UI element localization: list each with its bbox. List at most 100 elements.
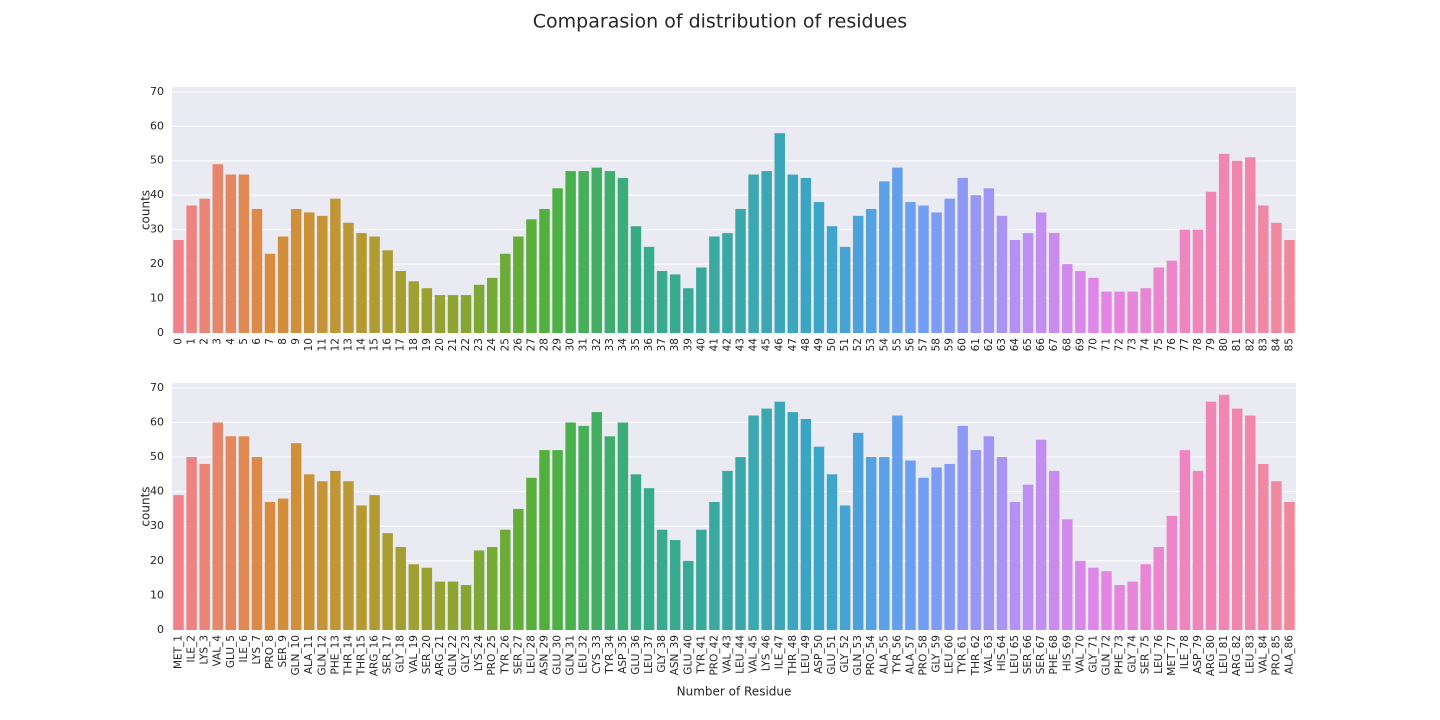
x-tick-label: 7 bbox=[264, 338, 276, 345]
x-tick-label: VAL_84 bbox=[1257, 635, 1269, 673]
bar bbox=[1101, 571, 1112, 630]
x-tick-label: SER_20 bbox=[421, 635, 433, 674]
x-tick-label: ALA_11 bbox=[303, 635, 315, 674]
bar bbox=[330, 198, 341, 333]
x-tick-label: 59 bbox=[944, 338, 956, 351]
x-tick-label: 49 bbox=[813, 338, 825, 351]
x-tick-label: SER_66 bbox=[1022, 635, 1034, 675]
x-tick-label: 38 bbox=[669, 338, 681, 351]
x-tick-label: 66 bbox=[1035, 338, 1047, 352]
bar bbox=[669, 540, 681, 630]
bar bbox=[1179, 450, 1191, 630]
x-tick-label: ASP_50 bbox=[813, 635, 825, 674]
bar bbox=[238, 174, 250, 333]
bar bbox=[526, 219, 537, 333]
bar bbox=[826, 226, 838, 333]
x-tick-label: 55 bbox=[891, 338, 903, 351]
bar bbox=[500, 253, 511, 333]
x-tick-label: 57 bbox=[918, 338, 930, 351]
x-tick-label: 27 bbox=[525, 338, 537, 351]
bar bbox=[343, 481, 354, 630]
x-tick-label: THR_14 bbox=[342, 635, 354, 677]
x-tick-label: 84 bbox=[1270, 338, 1282, 352]
x-tick-label: 25 bbox=[499, 338, 511, 351]
x-tick-label: SER_67 bbox=[1035, 635, 1047, 674]
x-tick-label: LEU_49 bbox=[800, 635, 812, 674]
x-tick-label: 44 bbox=[748, 338, 760, 352]
x-tick-label: 13 bbox=[342, 338, 354, 351]
bar bbox=[1114, 585, 1125, 630]
bar bbox=[473, 550, 485, 630]
bar bbox=[539, 450, 550, 630]
bar bbox=[617, 177, 629, 333]
bar bbox=[800, 418, 812, 630]
x-tick-label: ARG_21 bbox=[434, 635, 446, 676]
bar bbox=[931, 467, 942, 630]
bar bbox=[1048, 233, 1060, 333]
x-tick-label: PHE_13 bbox=[329, 635, 341, 674]
bar bbox=[1153, 546, 1164, 630]
bar bbox=[186, 457, 197, 630]
bar bbox=[683, 560, 694, 630]
bar bbox=[1153, 267, 1164, 333]
x-tick-label: PRO_85 bbox=[1270, 635, 1282, 676]
x-tick-label: 17 bbox=[395, 338, 407, 351]
x-tick-label: 68 bbox=[1061, 338, 1073, 351]
bar bbox=[735, 457, 746, 630]
bar bbox=[552, 450, 563, 630]
bar bbox=[565, 171, 576, 333]
x-tick-label: 78 bbox=[1192, 338, 1204, 351]
x-tick-label: 75 bbox=[1153, 338, 1165, 351]
bar bbox=[735, 208, 746, 333]
x-tick-label: ASP_35 bbox=[617, 635, 629, 674]
x-tick-label: GLY_71 bbox=[1087, 635, 1099, 673]
x-tick-label: TYR_56 bbox=[891, 635, 903, 675]
x-tick-label: ARG_80 bbox=[1205, 635, 1217, 676]
x-tick-label: 81 bbox=[1231, 338, 1243, 351]
x-tick-label: 51 bbox=[839, 338, 851, 351]
x-tick-label: 58 bbox=[931, 338, 943, 351]
x-tick-label: GLY_38 bbox=[656, 635, 668, 673]
y-tick-label: 10 bbox=[150, 588, 164, 601]
bar bbox=[1088, 567, 1099, 630]
bar bbox=[826, 474, 838, 630]
bar bbox=[656, 270, 668, 333]
x-tick-label: 39 bbox=[682, 338, 694, 351]
bar bbox=[1284, 502, 1295, 630]
x-tick-label: VAL_63 bbox=[983, 635, 995, 673]
x-tick-label: ASP_79 bbox=[1192, 635, 1204, 674]
bar bbox=[1271, 481, 1282, 630]
bar bbox=[343, 222, 354, 333]
bar bbox=[983, 188, 995, 333]
x-tick-label: GLY_74 bbox=[1127, 635, 1139, 673]
bar bbox=[447, 295, 459, 333]
bar bbox=[173, 239, 184, 333]
x-tick-label: 69 bbox=[1074, 338, 1086, 351]
x-tick-label: GLY_52 bbox=[839, 635, 851, 673]
x-tick-label: PRO_42 bbox=[708, 635, 720, 676]
x-tick-label: GLU_51 bbox=[826, 635, 838, 675]
x-tick-label: 11 bbox=[316, 338, 328, 351]
bar bbox=[539, 208, 550, 333]
x-tick-label: 71 bbox=[1100, 338, 1112, 351]
x-tick-label: 14 bbox=[356, 338, 368, 352]
bar bbox=[1179, 229, 1191, 333]
x-tick-label: 61 bbox=[970, 338, 982, 351]
x-tick-label: LEU_28 bbox=[525, 635, 537, 674]
x-tick-label: TYR_34 bbox=[604, 635, 616, 675]
x-tick-label: ALA_55 bbox=[878, 635, 890, 674]
x-tick-label: 52 bbox=[852, 338, 864, 351]
x-tick-label: 60 bbox=[957, 338, 969, 351]
bar bbox=[317, 215, 328, 333]
bar bbox=[1192, 229, 1204, 333]
x-tick-label: 29 bbox=[552, 338, 564, 351]
x-tick-label: HIS_64 bbox=[996, 635, 1008, 672]
bar bbox=[486, 546, 498, 630]
x-tick-label: LYS_24 bbox=[473, 635, 485, 671]
x-tick-label: PHE_73 bbox=[1114, 635, 1126, 674]
x-tick-label: GLU_36 bbox=[630, 635, 642, 675]
x-tick-label: 16 bbox=[382, 338, 394, 352]
x-tick-label: ARG_16 bbox=[369, 635, 381, 677]
y-tick-label: 0 bbox=[157, 326, 164, 339]
x-tick-label: 43 bbox=[735, 338, 747, 351]
